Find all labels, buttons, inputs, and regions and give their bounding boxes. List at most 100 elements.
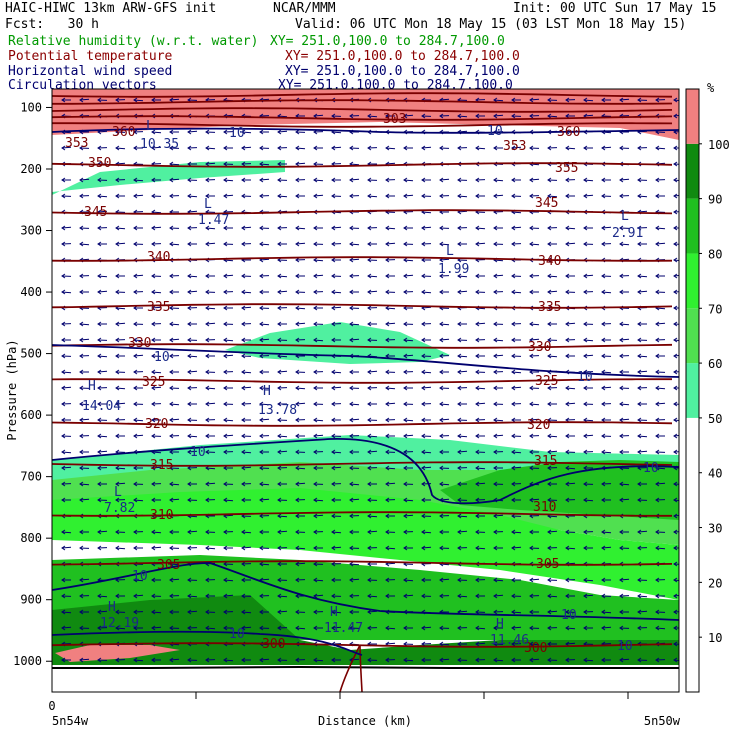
wind-vector xyxy=(79,593,90,599)
vector-head xyxy=(259,449,264,455)
vector-head xyxy=(475,625,480,631)
wind-vector xyxy=(421,593,432,599)
vector-head xyxy=(349,481,354,487)
wind-vector xyxy=(583,657,594,663)
vector-shaft xyxy=(205,147,216,150)
wind-vector xyxy=(601,241,612,247)
wind-vector xyxy=(403,241,414,247)
vector-head xyxy=(673,401,678,407)
wind-vector xyxy=(583,97,594,103)
vector-head xyxy=(619,353,624,359)
wind-vector xyxy=(511,449,522,455)
vector-head xyxy=(439,321,444,327)
vector-shaft xyxy=(205,467,216,470)
wind-vector xyxy=(79,369,89,375)
vector-head xyxy=(241,193,246,199)
vector-head xyxy=(583,337,588,343)
wind-vector xyxy=(79,353,90,359)
wind-vector xyxy=(529,113,540,119)
vector-head xyxy=(583,145,588,151)
vector-head xyxy=(277,193,282,199)
vector-head xyxy=(79,177,84,183)
wind-vector xyxy=(97,241,107,247)
vector-shaft xyxy=(223,354,234,357)
wind-vector xyxy=(565,577,576,583)
extremum-value: 10.35 xyxy=(140,137,179,152)
vector-head xyxy=(547,641,552,647)
vector-head xyxy=(187,145,192,151)
wind-vector xyxy=(97,225,108,231)
wind-vector xyxy=(223,369,234,375)
vector-head xyxy=(367,609,372,615)
vector-head xyxy=(493,609,498,615)
wind-vector xyxy=(637,625,648,631)
vector-shaft xyxy=(151,131,162,134)
wind-vector xyxy=(205,481,216,487)
vector-head xyxy=(457,577,462,583)
wind-vector xyxy=(547,401,557,407)
vector-head xyxy=(295,529,300,535)
wind-vector xyxy=(367,433,378,439)
wind-vector xyxy=(295,481,306,487)
vector-head xyxy=(205,289,210,295)
wind-vector xyxy=(259,513,270,519)
wind-vector xyxy=(241,449,252,455)
vector-head xyxy=(673,177,678,183)
wind-vector xyxy=(187,369,198,375)
vector-head xyxy=(241,145,246,151)
vector-head xyxy=(241,289,246,295)
vector-head xyxy=(565,449,570,455)
wind-vector xyxy=(421,497,431,503)
vector-head xyxy=(205,369,210,375)
vector-head xyxy=(187,401,192,407)
wind-vector xyxy=(97,449,108,455)
vector-shaft xyxy=(241,531,252,534)
vector-head xyxy=(349,561,354,567)
wind-vector xyxy=(187,401,197,407)
vector-shaft xyxy=(475,467,486,470)
vector-shaft xyxy=(61,226,72,229)
wind-vector xyxy=(529,497,540,503)
vector-head xyxy=(295,321,300,327)
vector-head xyxy=(511,369,516,375)
vector-head xyxy=(583,625,588,631)
vector-head xyxy=(349,321,354,327)
wind-vector xyxy=(349,481,360,487)
colorbar-swatch xyxy=(686,89,699,144)
wind-vector xyxy=(349,305,360,311)
vector-head xyxy=(97,369,102,375)
colorbar-tick-label: 10 xyxy=(708,631,722,645)
vector-head xyxy=(547,177,552,183)
vector-shaft xyxy=(385,307,396,310)
wind-vector xyxy=(349,609,359,615)
wind-vector xyxy=(205,337,216,343)
wind-vector xyxy=(385,353,395,359)
wind-vector xyxy=(223,385,233,391)
wind-vector xyxy=(97,177,108,183)
vector-head xyxy=(601,609,606,615)
vector-shaft xyxy=(655,627,666,630)
vector-shaft xyxy=(187,210,198,213)
vector-head xyxy=(187,225,192,231)
vector-head xyxy=(673,385,678,391)
wind-vector xyxy=(115,417,126,423)
wind-vector xyxy=(637,497,648,503)
vector-head xyxy=(241,273,246,279)
vector-head xyxy=(349,385,354,391)
wind-vector xyxy=(259,273,270,279)
vector-head xyxy=(421,273,426,279)
vector-head xyxy=(331,289,336,295)
vector-head xyxy=(97,353,102,359)
wind-vector xyxy=(493,513,504,519)
vector-shaft xyxy=(151,531,162,534)
vector-shaft xyxy=(457,195,468,198)
vector-head xyxy=(655,321,660,327)
vector-shaft xyxy=(565,547,576,550)
vector-shaft xyxy=(403,514,414,517)
vector-head xyxy=(601,529,606,535)
vector-head xyxy=(223,129,228,135)
wind-vector xyxy=(97,593,108,599)
wind-vector xyxy=(529,625,540,631)
wind-vector xyxy=(655,529,666,535)
wind-vector xyxy=(295,433,305,439)
